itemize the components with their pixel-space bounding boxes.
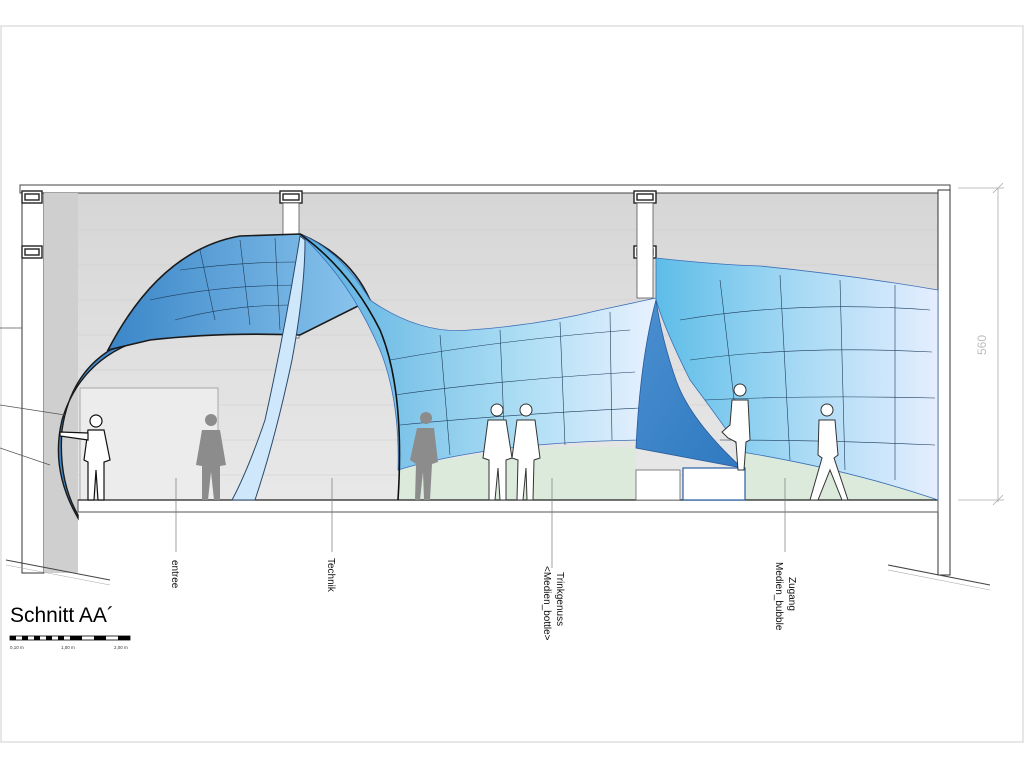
membrane-bubble-inner [635,299,744,469]
counter-box-right [682,467,746,501]
drawing-title: Schnitt AA´ [10,604,114,627]
person-walking [809,403,849,501]
height-dimension [958,182,1004,506]
membrane-bottle [299,233,657,471]
membrane-bubble [655,257,939,501]
right-column [937,189,951,576]
zone-label-entree: entree [169,560,180,589]
scale-label-1: 1,00 m [61,645,75,650]
right-pillar [636,202,654,299]
scale-bar [9,635,131,641]
membrane-bottle-outline [299,233,401,501]
zone-label-medien-bubble: Medien_bubble [773,562,784,631]
counter-box-left [635,469,681,501]
left-column-shade [44,193,78,573]
ground-right [887,564,991,586]
ground-left-2 [5,564,111,586]
zone-label-trinkgenuss: Trinkgenuss [554,572,565,626]
person-grey-2 [410,412,438,500]
height-dimension-value: 560 [975,335,989,355]
person-pointing [59,414,111,501]
membrane-technik-strip [231,235,306,501]
floor-slab [77,499,939,513]
zone-pointer-lines [175,478,786,568]
person-pair [482,403,541,501]
zone-label-medien-bottle: <Medien_bottle> [541,566,552,641]
floor-zone-trinkgenuss [398,446,636,500]
scale-label-2: 2,00 m [114,645,128,650]
zone-label-technik: Technik [325,558,336,593]
leader-lines [0,327,66,466]
roof-slab [19,184,951,194]
person-grey-1 [196,414,226,500]
scale-label-0: 0,10 m [10,645,24,650]
ground-left [5,559,111,581]
membrane-dome-grid [149,237,301,331]
ground-right-2 [887,569,991,591]
membrane-bottle-grid [389,311,641,456]
person-bubble-standing [721,383,751,471]
zone-label-zugang: Zugang [786,577,797,611]
